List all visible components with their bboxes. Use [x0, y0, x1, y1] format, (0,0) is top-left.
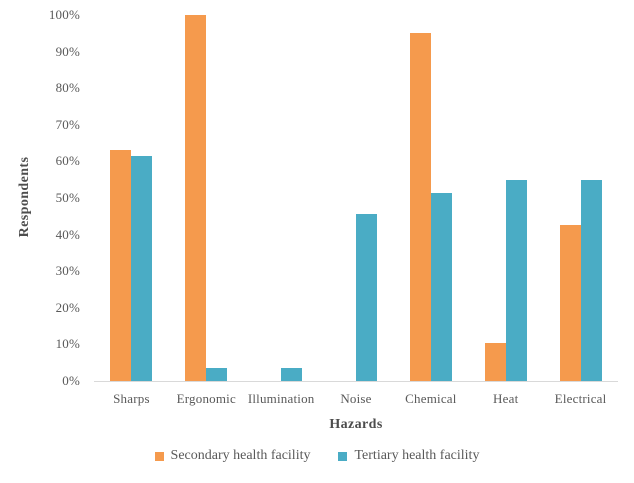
legend-item: Secondary health facility [154, 447, 311, 465]
bar-secondary-heat [484, 342, 506, 381]
legend: Secondary health facility Tertiary health… [0, 447, 634, 465]
plot-area [94, 15, 618, 382]
legend-label: Tertiary health facility [354, 448, 480, 463]
bar-tertiary-heat [505, 179, 527, 381]
bar-tertiary-ergonomic [206, 368, 228, 381]
y-tick-label: 60% [55, 153, 80, 169]
y-tick-label: 100% [48, 7, 80, 22]
x-category-label-illumination: Illumination [247, 391, 315, 406]
y-tick-label: 10% [55, 336, 80, 352]
bar-tertiary-sharps [131, 155, 153, 381]
y-tick-label: 90% [55, 43, 80, 59]
y-tick-label: 50% [55, 190, 80, 205]
y-tick-label: 0% [62, 373, 80, 388]
bar-group-illumination [244, 15, 319, 381]
x-category-label-electrical: Electrical [554, 391, 607, 406]
x-category-label-ergonomic: Ergonomic [176, 391, 236, 406]
bar-group-electrical [543, 15, 618, 381]
bar-group-chemical [393, 15, 468, 381]
bar-tertiary-electrical [580, 179, 602, 381]
x-category-label-chemical: Chemical [405, 391, 457, 406]
legend-label: Secondary health facility [170, 448, 311, 463]
x-category-label-heat: Heat [493, 391, 519, 406]
bar-secondary-electrical [559, 225, 581, 381]
bar-group-heat [468, 15, 543, 381]
y-tick-label: 40% [55, 226, 80, 242]
bar-tertiary-illumination [281, 368, 303, 381]
x-category-label-noise: Noise [340, 391, 372, 406]
legend-item: Tertiary health facility [338, 447, 479, 465]
bar-group-ergonomic [169, 15, 244, 381]
y-tick-label: 30% [55, 263, 80, 279]
y-tick-label: 70% [55, 116, 80, 132]
y-tick-label: 80% [55, 80, 80, 96]
bar-secondary-ergonomic [185, 15, 207, 381]
bar-secondary-chemical [409, 33, 431, 381]
bar-group-sharps [94, 15, 169, 381]
y-tick-label: 20% [55, 299, 80, 315]
y-axis-labels: 0% 10% 20% 30% 40% 50% 60% 70% 80% 90% 100% [0, 7, 80, 388]
x-category-label-sharps: Sharps [113, 391, 150, 406]
legend-swatch-icon [338, 451, 348, 461]
bar-tertiary-chemical [430, 192, 452, 381]
bar-secondary-sharps [110, 150, 132, 381]
x-axis-title: Hazards [329, 417, 383, 432]
x-axis-labels: Sharps Ergonomic Illumination Noise Chemical… [94, 391, 618, 407]
bar-tertiary-noise [356, 214, 377, 381]
bar-group-noise [319, 15, 394, 381]
legend-swatch-icon [154, 451, 164, 461]
